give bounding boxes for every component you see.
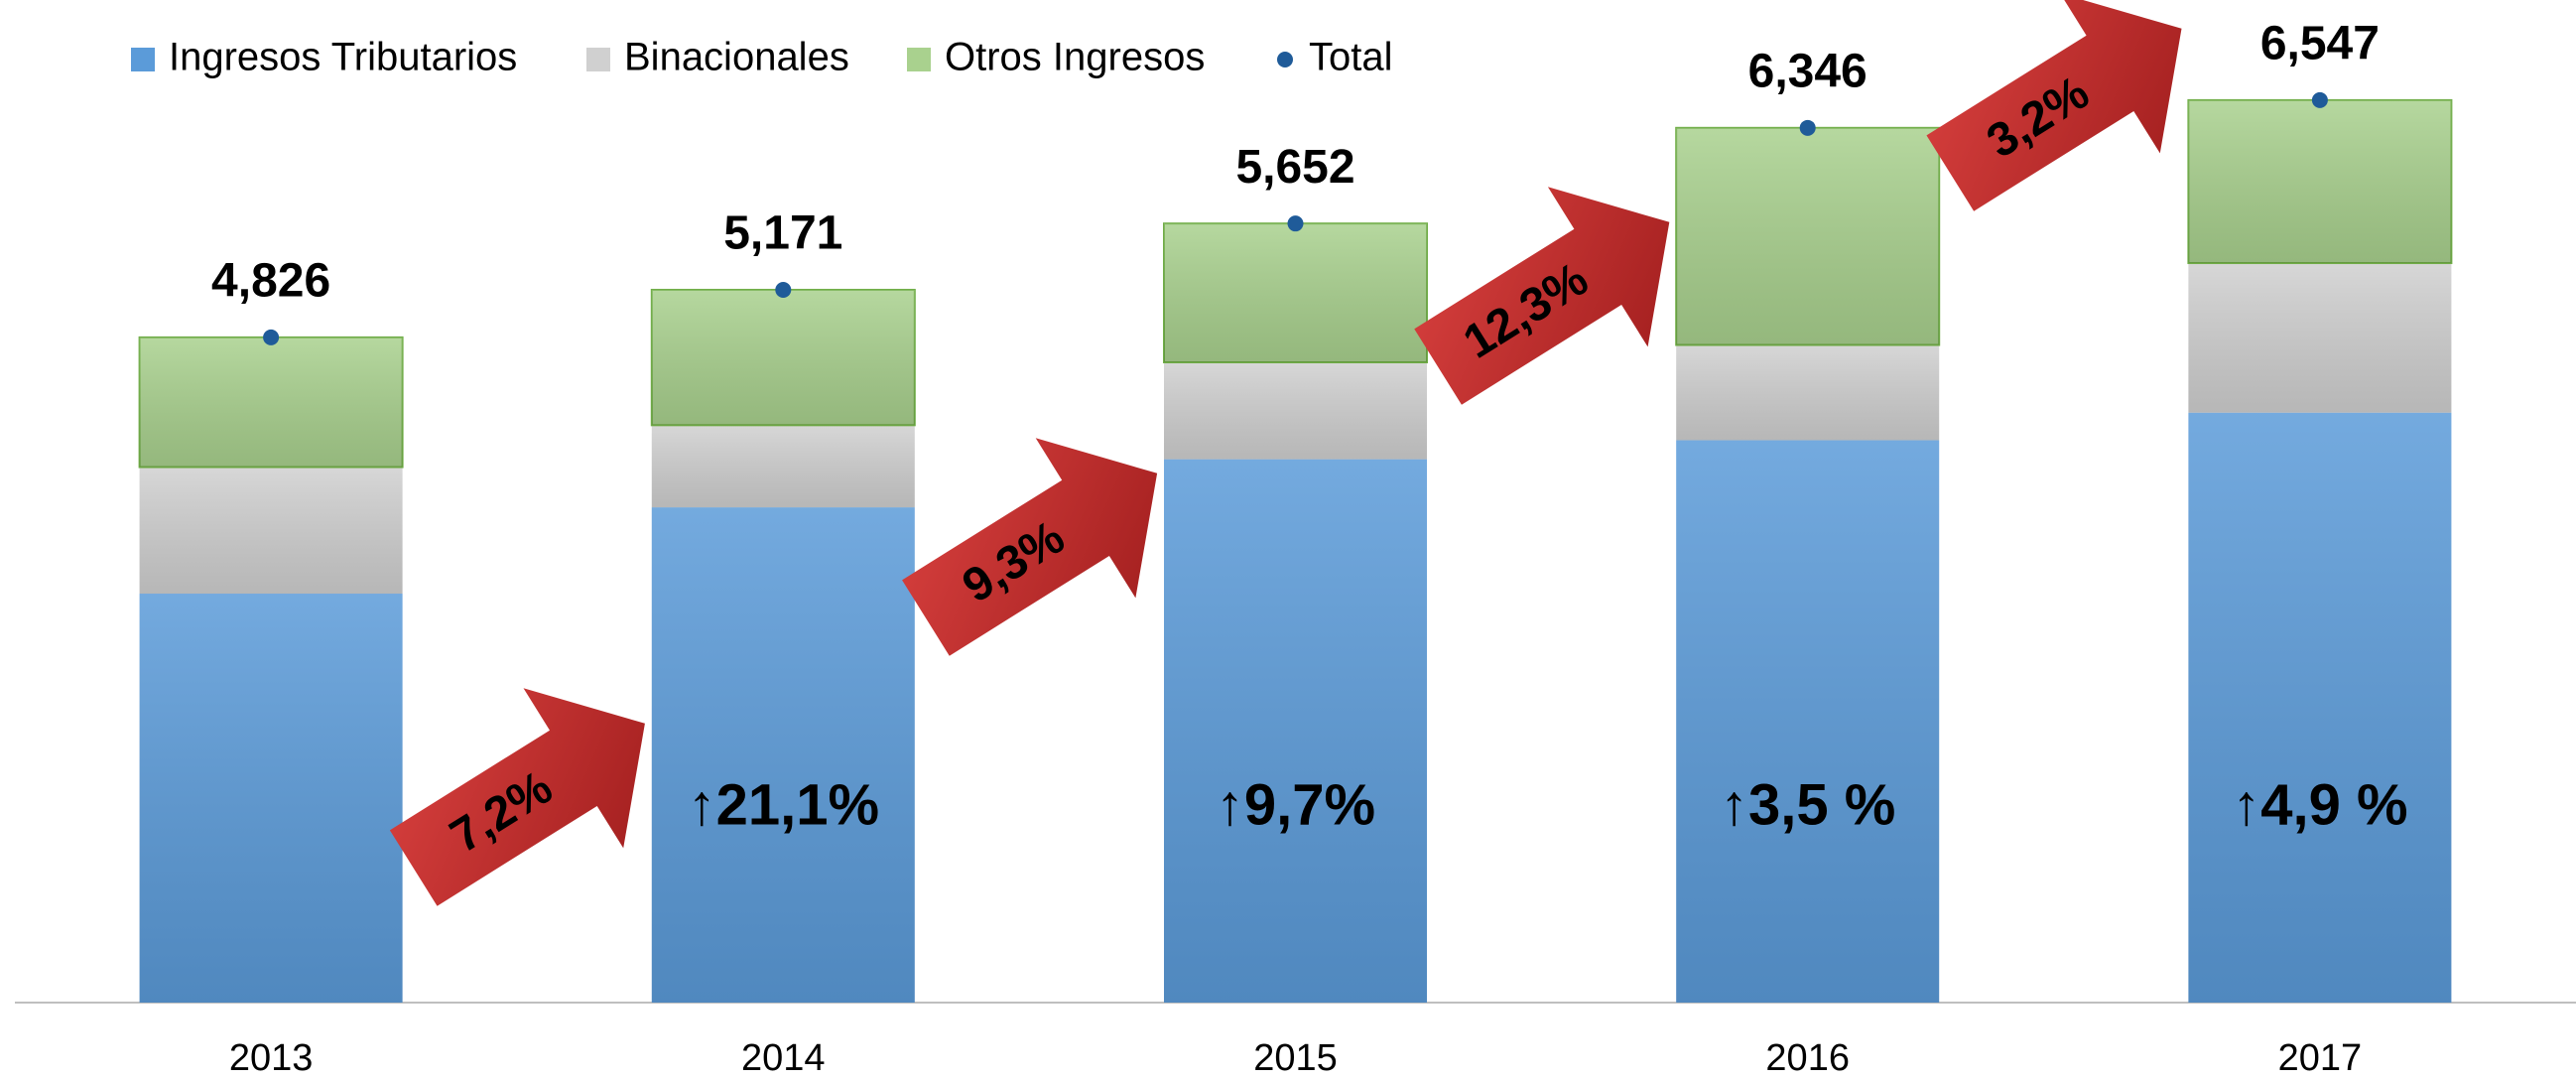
bar-growth-label: ↑4,9 %	[2232, 772, 2407, 837]
bar-shade	[1676, 344, 1940, 441]
legend-label: Ingresos Tributarios	[169, 36, 517, 79]
total-dot	[2311, 91, 2328, 108]
legend-marker	[1277, 52, 1293, 68]
x-tick-label: 2015	[1253, 1037, 1338, 1079]
total-dot	[1799, 119, 1816, 136]
bar-shade	[651, 425, 915, 508]
bar-shade	[1164, 362, 1427, 460]
arrow-shape	[1926, 0, 2182, 211]
bar-shade	[139, 337, 403, 468]
bar-shade	[2188, 99, 2452, 264]
bar-growth-label: ↑21,1%	[688, 772, 879, 837]
growth-arrow: 7,2%	[389, 688, 645, 906]
growth-arrow: 9,3%	[902, 438, 1158, 656]
legend-label: Binacionales	[624, 36, 849, 79]
x-tick-label: 2016	[1765, 1037, 1850, 1079]
x-tick-label: 2017	[2278, 1037, 2363, 1079]
bar-shade	[651, 507, 915, 1003]
arrow-shape	[1414, 187, 1670, 405]
legend-label: Total	[1309, 36, 1393, 79]
x-tick-label: 2014	[741, 1037, 826, 1079]
legend-swatch	[586, 48, 610, 71]
legend-swatch	[907, 48, 931, 71]
total-label: 6,346	[1748, 45, 1868, 97]
total-label: 6,547	[2260, 18, 2380, 70]
bar-shade	[1164, 223, 1427, 363]
legend-swatch	[131, 48, 155, 71]
bar-shade	[1676, 440, 1940, 1003]
bar-shade	[1676, 127, 1940, 345]
bar-growth-label: ↑3,5 %	[1720, 772, 1895, 837]
bar-shade	[1164, 459, 1427, 1004]
total-label: 5,652	[1235, 141, 1354, 194]
total-label: 5,171	[723, 207, 842, 260]
total-dot	[263, 329, 280, 345]
total-dot	[775, 281, 792, 298]
x-tick-label: 2013	[229, 1037, 314, 1079]
growth-arrow: 12,3%	[1414, 187, 1670, 405]
arrow-shape	[902, 438, 1158, 656]
bar-growth-label: ↑9,7%	[1216, 772, 1375, 837]
bar-shade	[651, 289, 915, 426]
bar-shade	[2188, 412, 2452, 1004]
total-label: 4,826	[211, 255, 330, 308]
legend-label: Otros Ingresos	[945, 36, 1205, 79]
growth-arrow: 3,2%	[1926, 0, 2182, 211]
bar-shade	[139, 467, 403, 595]
bar-shade	[139, 594, 403, 1003]
arrow-shape	[389, 688, 645, 906]
total-dot	[1287, 215, 1304, 232]
bar-shade	[2188, 263, 2452, 413]
